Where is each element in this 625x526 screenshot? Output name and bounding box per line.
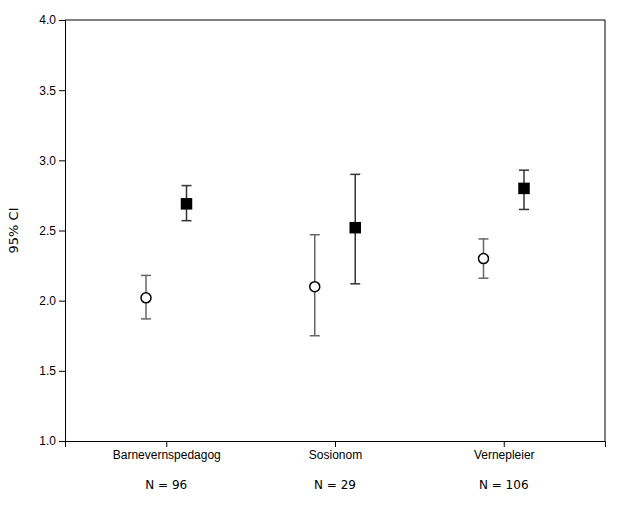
error-bar-cap bbox=[350, 283, 360, 285]
error-bar-cap bbox=[141, 275, 151, 277]
error-bar-cap bbox=[479, 238, 489, 240]
y-tick-label: 3.0 bbox=[39, 154, 56, 168]
plot: 1.0 1.5 2.0 2.5 3.0 3.5 4.0 Barnevernspedagog So… bbox=[39, 13, 605, 492]
y-tick: 3.5 bbox=[39, 84, 65, 98]
y-tick-mark bbox=[59, 90, 65, 91]
point bbox=[479, 254, 489, 264]
point bbox=[182, 199, 192, 209]
marks bbox=[141, 170, 529, 336]
y-tick: 3.0 bbox=[39, 154, 65, 168]
error-bar-cap bbox=[182, 185, 192, 187]
error-bar bbox=[350, 174, 360, 283]
error-bar bbox=[479, 239, 489, 278]
y-tick-mark bbox=[59, 441, 65, 442]
y-tick-label: 3.5 bbox=[39, 84, 56, 98]
y-tick-label: 1.5 bbox=[39, 364, 56, 378]
x-tick: Barnevernspedagog bbox=[113, 441, 221, 462]
x-axis-line bbox=[66, 442, 606, 448]
x-axis: Barnevernspedagog Sosionom Vernepleier bbox=[66, 441, 606, 462]
error-bar bbox=[182, 186, 192, 221]
annotations: N = 96 N = 29 N = 106 bbox=[145, 478, 528, 492]
y-axis: 1.0 1.5 2.0 2.5 3.0 3.5 4.0 bbox=[39, 13, 65, 448]
y-tick-label: 2.5 bbox=[39, 224, 56, 238]
y-axis-line bbox=[59, 21, 66, 442]
y-tick-mark bbox=[59, 231, 65, 232]
y-tick-mark bbox=[59, 20, 65, 21]
y-tick-label: 1.0 bbox=[39, 434, 56, 448]
x-tick-label: Barnevernspedagog bbox=[113, 448, 221, 462]
chart: 1.0 1.5 2.0 2.5 3.0 3.5 4.0 Barnevernspedagog So… bbox=[0, 0, 625, 526]
point bbox=[519, 183, 529, 193]
x-tick-label: Vernepleier bbox=[474, 448, 535, 462]
error-bar bbox=[310, 235, 320, 336]
y-tick-mark bbox=[59, 160, 65, 161]
error-bar-cap bbox=[479, 277, 489, 279]
n-label: N = 96 bbox=[145, 478, 187, 492]
error-bar-cap bbox=[519, 169, 529, 171]
y-tick-mark bbox=[59, 371, 65, 372]
error-bar bbox=[141, 275, 151, 319]
y-axis-title: 95% CI bbox=[6, 208, 21, 254]
frame bbox=[65, 20, 605, 21]
y-tick-label: 4.0 bbox=[39, 13, 56, 27]
x-tick-mark bbox=[166, 441, 167, 447]
y-tick: 2.5 bbox=[39, 224, 65, 238]
y-tick: 1.0 bbox=[39, 434, 65, 448]
x-tick-label: Sosionom bbox=[309, 448, 362, 462]
error-bar-cap bbox=[310, 335, 320, 337]
error-bar-cap bbox=[350, 174, 360, 176]
point bbox=[350, 223, 360, 233]
point bbox=[141, 293, 151, 303]
y-tick-mark bbox=[59, 301, 65, 302]
x-tick-mark bbox=[335, 441, 336, 447]
y-tick: 2.0 bbox=[39, 294, 65, 308]
error-bar-cap bbox=[141, 318, 151, 320]
error-bar-cap bbox=[310, 234, 320, 236]
series bbox=[182, 170, 530, 284]
error-bar-cap bbox=[519, 209, 529, 211]
n-label: N = 106 bbox=[479, 478, 529, 492]
y-tick: 1.5 bbox=[39, 364, 65, 378]
y-tick-label: 2.0 bbox=[39, 294, 56, 308]
x-tick-mark bbox=[504, 441, 505, 447]
x-tick: Vernepleier bbox=[474, 441, 535, 462]
error-bar bbox=[519, 170, 529, 209]
error-bar-cap bbox=[182, 220, 192, 222]
frame bbox=[605, 20, 606, 441]
series bbox=[141, 235, 489, 336]
n-label: N = 29 bbox=[314, 478, 356, 492]
x-tick: Sosionom bbox=[309, 441, 362, 462]
y-tick: 4.0 bbox=[39, 13, 65, 27]
point bbox=[310, 282, 320, 292]
